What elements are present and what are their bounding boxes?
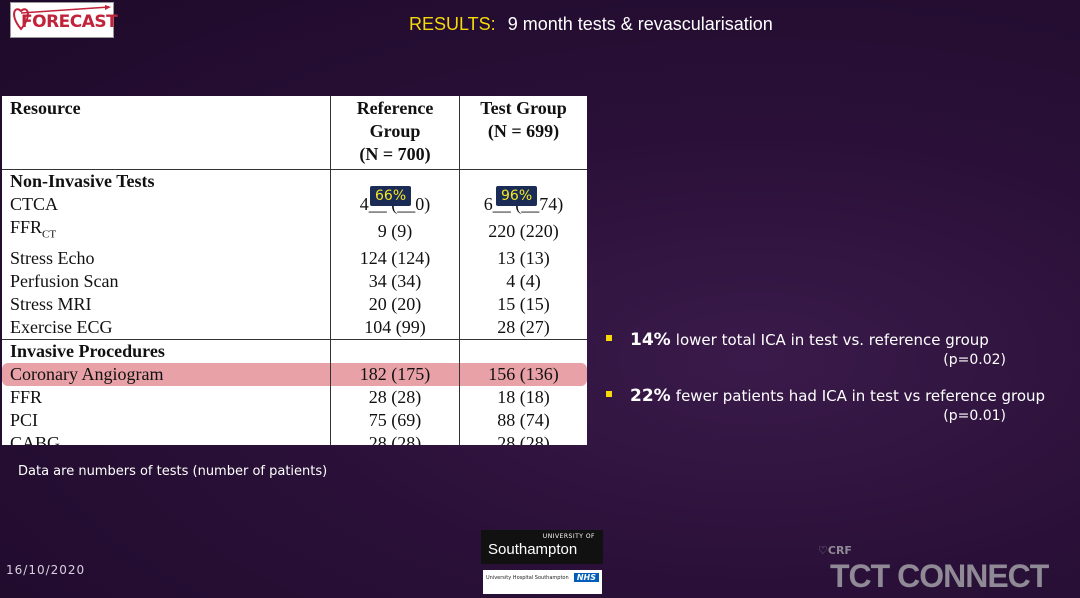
nhs-logo: University Hospital Southampton NHS <box>483 570 602 594</box>
row-name: CABG <box>10 432 61 445</box>
row-ref: 9 (9) <box>330 216 460 247</box>
section-label: Non-Invasive Tests <box>10 171 155 191</box>
table-row: PCI 75 (69) 88 (74) <box>2 408 587 432</box>
header-reference-line3: (N = 700) <box>359 144 431 164</box>
row-name: FFRCT <box>2 216 331 247</box>
row-name: FFR <box>10 386 43 407</box>
header-test-line2: (N = 699) <box>487 121 560 141</box>
row-name-sub: CT <box>42 228 57 241</box>
test-percentage-badge: 96% <box>496 186 538 206</box>
forecast-logo-text: FORECAST <box>21 12 118 32</box>
table-row: FFR 28 (28) 18 (18) <box>2 385 587 409</box>
nhs-logo-text: University Hospital Southampton <box>486 575 569 581</box>
crf-logo-text: CRF <box>827 544 852 557</box>
table-row: CABG 28 (28) 28 (28) <box>2 431 587 445</box>
row-ref: 75 (69) <box>330 408 460 432</box>
table-row: Stress Echo 124 (124) 13 (13) <box>2 246 587 270</box>
key-findings: 14% lower total ICA in test vs. referenc… <box>606 330 1066 442</box>
row-name: Stress Echo <box>10 247 95 268</box>
finding-text: lower total ICA in test vs. reference gr… <box>675 331 989 349</box>
table-row-highlighted: Coronary Angiogram 182 (175) 156 (136) <box>2 362 587 386</box>
row-ref: 104 (99) <box>330 315 460 340</box>
section-row: Invasive Procedures <box>2 338 587 363</box>
title-text: 9 month tests & revascularisation <box>507 14 773 34</box>
finding-pct: 14% <box>630 330 671 350</box>
row-name: Exercise ECG <box>10 316 113 337</box>
nhs-badge: NHS <box>573 573 599 582</box>
finding-pvalue: (p=0.01) <box>943 408 1006 424</box>
header-reference-line2: Group <box>369 121 421 141</box>
row-test: 15 (15) <box>459 292 587 316</box>
row-name: PCI <box>10 409 39 430</box>
finding-item: 22% fewer patients had ICA in test vs re… <box>606 386 1066 424</box>
header-test-line1: Test Group <box>480 98 567 118</box>
table-row: FFRCT 9 (9) 220 (220) <box>2 216 587 247</box>
ref-percentage-badge: 66% <box>370 186 412 206</box>
title-accent: RESULTS: <box>409 14 496 34</box>
row-test: 156 (136) <box>459 362 587 386</box>
finding-pct: 22% <box>630 386 671 406</box>
row-test: 28 (27) <box>459 315 587 340</box>
table-row: Perfusion Scan 34 (34) 4 (4) <box>2 269 587 293</box>
row-ref: 28 (28) <box>330 431 460 445</box>
results-table: Resource Reference Group (N = 700) Test … <box>2 96 587 445</box>
slide-date: 16/10/2020 <box>6 563 86 577</box>
forecast-logo: FORECAST <box>10 2 118 38</box>
row-name: Perfusion Scan <box>10 270 119 291</box>
heart-logo-icon <box>13 5 111 31</box>
table-row: Exercise ECG 104 (99) 28 (27) <box>2 315 587 340</box>
row-name: Stress MRI <box>10 293 92 314</box>
table-footnote: Data are numbers of tests (number of pat… <box>18 464 328 479</box>
row-test: 88 (74) <box>459 408 587 432</box>
table-header-row: Resource Reference Group (N = 700) Test … <box>2 96 587 170</box>
row-ref: 124 (124) <box>330 246 460 270</box>
finding-pvalue: (p=0.02) <box>943 352 1006 368</box>
crf-logo: ♡CRF <box>818 544 852 557</box>
row-test: 220 (220) <box>459 216 587 247</box>
bullet-square-icon <box>606 391 612 397</box>
section-label: Invasive Procedures <box>2 338 331 363</box>
header-resource: Resource <box>10 98 81 118</box>
row-name: Coronary Angiogram <box>2 362 331 386</box>
southampton-text: Southampton <box>488 541 578 558</box>
slide-title: RESULTS: 9 month tests & revascularisatio… <box>409 14 773 35</box>
southampton-small-text: UNIVERSITY OF <box>542 533 595 540</box>
row-ref: 182 (175) <box>330 362 460 386</box>
row-ref: 20 (20) <box>330 292 460 316</box>
row-test: 18 (18) <box>459 385 587 409</box>
bullet-square-icon <box>606 335 612 341</box>
tct-connect-logo: TCT CONNECT <box>830 558 1049 594</box>
row-ref: 34 (34) <box>330 269 460 293</box>
row-test: 28 (28) <box>459 431 587 445</box>
finding-text: fewer patients had ICA in test vs refere… <box>675 387 1046 405</box>
row-test: 4 (4) <box>459 269 587 293</box>
header-reference: Reference Group (N = 700) <box>330 96 460 170</box>
section-row: Non-Invasive Tests <box>2 169 587 193</box>
southampton-logo: UNIVERSITY OF Southampton <box>481 530 603 564</box>
row-ref: 28 (28) <box>330 385 460 409</box>
row-name: CTCA <box>10 194 59 214</box>
row-name-text: FFR <box>10 217 43 237</box>
row-test: 13 (13) <box>459 246 587 270</box>
header-test: Test Group (N = 699) <box>459 96 587 170</box>
heart-icon: ♡ <box>818 544 828 557</box>
finding-item: 14% lower total ICA in test vs. referenc… <box>606 330 1066 368</box>
table-row: Stress MRI 20 (20) 15 (15) <box>2 292 587 316</box>
header-reference-line1: Reference <box>356 98 434 118</box>
